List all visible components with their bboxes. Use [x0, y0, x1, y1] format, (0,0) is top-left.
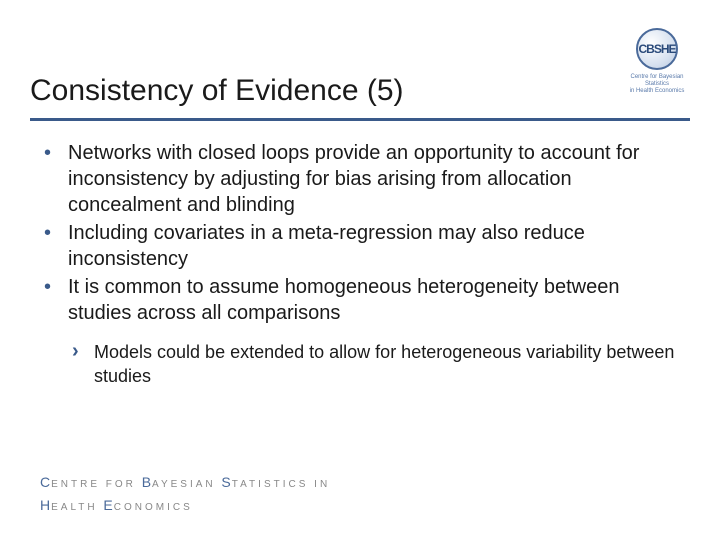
- sub-bullet-item: Models could be extended to allow for he…: [68, 340, 680, 389]
- bullet-item: Networks with closed loops provide an op…: [40, 140, 680, 218]
- content-area: Networks with closed loops provide an op…: [40, 140, 680, 389]
- bullet-item: Including covariates in a meta-regressio…: [40, 220, 680, 272]
- logo-badge: CBSHE: [636, 28, 678, 70]
- org-logo-footer: CENTRE FOR BAYESIAN STATISTICS IN HEALTH…: [40, 471, 330, 516]
- sub-bullet-list: Models could be extended to allow for he…: [68, 340, 680, 389]
- bullet-list: Networks with closed loops provide an op…: [40, 140, 680, 326]
- title-rule: [30, 118, 690, 121]
- logo-badge-text: CBSHE: [638, 42, 675, 56]
- bullet-item: It is common to assume homogeneous heter…: [40, 274, 680, 326]
- title-block: Consistency of Evidence (5): [30, 74, 690, 121]
- page-title: Consistency of Evidence (5): [30, 74, 690, 118]
- footer-line-1: CENTRE FOR BAYESIAN STATISTICS IN: [40, 471, 330, 493]
- footer-line-2: HEALTH ECONOMICS: [40, 494, 330, 516]
